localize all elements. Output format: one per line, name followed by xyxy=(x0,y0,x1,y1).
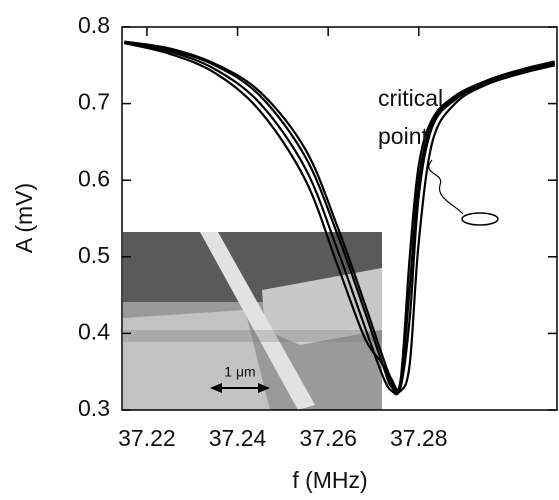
x-tick-label: 37.24 xyxy=(209,425,267,451)
x-axis-label: f (MHz) xyxy=(292,467,367,493)
y-tick-label: 0.5 xyxy=(78,242,110,268)
series-line xyxy=(124,40,555,391)
annotation: point xyxy=(378,123,428,149)
annotation-pointer xyxy=(428,159,464,215)
y-tick-label: 0.6 xyxy=(78,165,110,191)
x-tick-label: 37.28 xyxy=(390,425,448,451)
x-tick-label: 37.26 xyxy=(299,425,357,451)
y-tick-label: 0.4 xyxy=(78,318,110,344)
series-line xyxy=(124,41,555,396)
y-tick-label: 0.8 xyxy=(78,12,110,38)
inset-scale-label: 1 μm xyxy=(224,364,255,380)
annotation: critical xyxy=(378,85,443,111)
annotation-ellipse xyxy=(461,212,499,226)
y-tick-label: 0.7 xyxy=(78,89,110,115)
inset-image: 1 μm xyxy=(123,232,382,410)
x-tick-label: 37.22 xyxy=(118,425,176,451)
y-tick-label: 0.3 xyxy=(78,395,110,421)
series-line xyxy=(124,41,555,394)
series-line xyxy=(124,42,555,393)
y-axis-label: A (mV) xyxy=(11,183,37,253)
